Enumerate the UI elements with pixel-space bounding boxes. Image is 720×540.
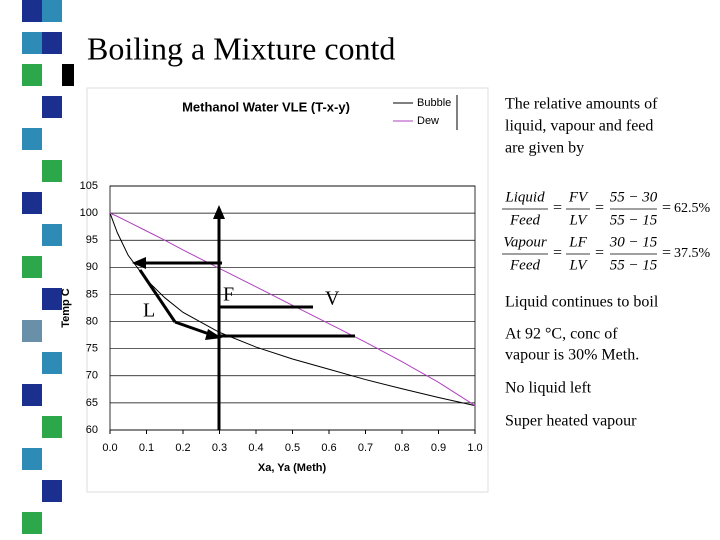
fraction-den: Feed	[509, 212, 540, 228]
chart-title: Methanol Water VLE (T-x-y)	[182, 99, 350, 114]
legend-label: Dew	[417, 115, 439, 127]
annotation-label: L	[143, 300, 155, 322]
formula-result: 62.5%	[674, 201, 711, 216]
x-tick-label: 0.9	[431, 442, 446, 454]
fraction-den: LV	[569, 257, 589, 273]
note-text: Super heated vapour	[505, 413, 637, 430]
x-tick-label: 0.2	[175, 442, 190, 454]
intro-text: The relative amounts of	[505, 96, 658, 113]
y-tick-label: 80	[86, 315, 98, 327]
legend-label: Bubble	[417, 97, 451, 109]
fraction-den: 55 − 15	[610, 257, 658, 273]
plot-frame	[109, 185, 476, 431]
equals-sign: =	[553, 200, 562, 217]
y-tick-label: 85	[86, 288, 98, 300]
equals-sign: =	[553, 245, 562, 262]
fraction-den: Feed	[509, 257, 540, 273]
fraction-num: Vapour	[503, 234, 547, 250]
annotations	[132, 205, 355, 430]
equals-sign: =	[595, 245, 604, 262]
y-tick-label: 95	[86, 234, 98, 246]
y-tick-label: 70	[86, 370, 98, 382]
fraction-num: Liquid	[504, 189, 545, 205]
note-text: vapour is 30% Meth.	[505, 347, 639, 364]
fraction-num: 30 − 15	[609, 234, 658, 250]
y-tick-label: 105	[80, 180, 98, 192]
fraction-den: 55 − 15	[610, 212, 658, 228]
chart-box	[86, 87, 489, 493]
y-axis-label: Temp C	[60, 288, 72, 328]
fraction-den: LV	[569, 212, 589, 228]
y-tick-label: 65	[86, 397, 98, 409]
series-line	[109, 212, 476, 407]
decor-strip	[0, 0, 80, 540]
y-tick-label: 75	[86, 343, 98, 355]
annotation-label: F	[223, 284, 234, 306]
note-text: Liquid continues to boil	[505, 294, 659, 311]
note-text: No liquid left	[505, 380, 592, 397]
annotation-label: V	[325, 288, 340, 310]
fraction-num: FV	[568, 189, 589, 205]
equals-sign: =	[662, 245, 671, 262]
y-tick-label: 90	[86, 261, 98, 273]
series-line	[109, 212, 476, 407]
y-tick-label: 60	[86, 424, 98, 436]
equals-sign: =	[595, 200, 604, 217]
y-tick-label: 100	[80, 207, 98, 219]
intro-text: liquid, vapour and feed	[505, 118, 653, 135]
x-tick-label: 0.7	[358, 442, 373, 454]
formula-result: 37.5%	[674, 246, 711, 261]
fraction-num: 55 − 30	[610, 189, 658, 205]
x-tick-label: 0.4	[248, 442, 263, 454]
note-text: At 92 °C, conc of	[505, 326, 618, 343]
slide-title: Boiling a Mixture contd	[87, 30, 395, 66]
x-tick-label: 0.1	[139, 442, 154, 454]
x-tick-label: 0.3	[212, 442, 227, 454]
x-tick-label: 0.6	[321, 442, 336, 454]
x-tick-label: 0.0	[102, 442, 117, 454]
fraction-num: LF	[568, 234, 587, 250]
x-tick-label: 1.0	[467, 442, 482, 454]
x-tick-label: 0.8	[394, 442, 409, 454]
x-axis-label: Xa, Ya (Meth)	[258, 462, 327, 474]
x-tick-label: 0.5	[285, 442, 300, 454]
equals-sign: =	[662, 200, 671, 217]
intro-text: are given by	[505, 140, 584, 157]
